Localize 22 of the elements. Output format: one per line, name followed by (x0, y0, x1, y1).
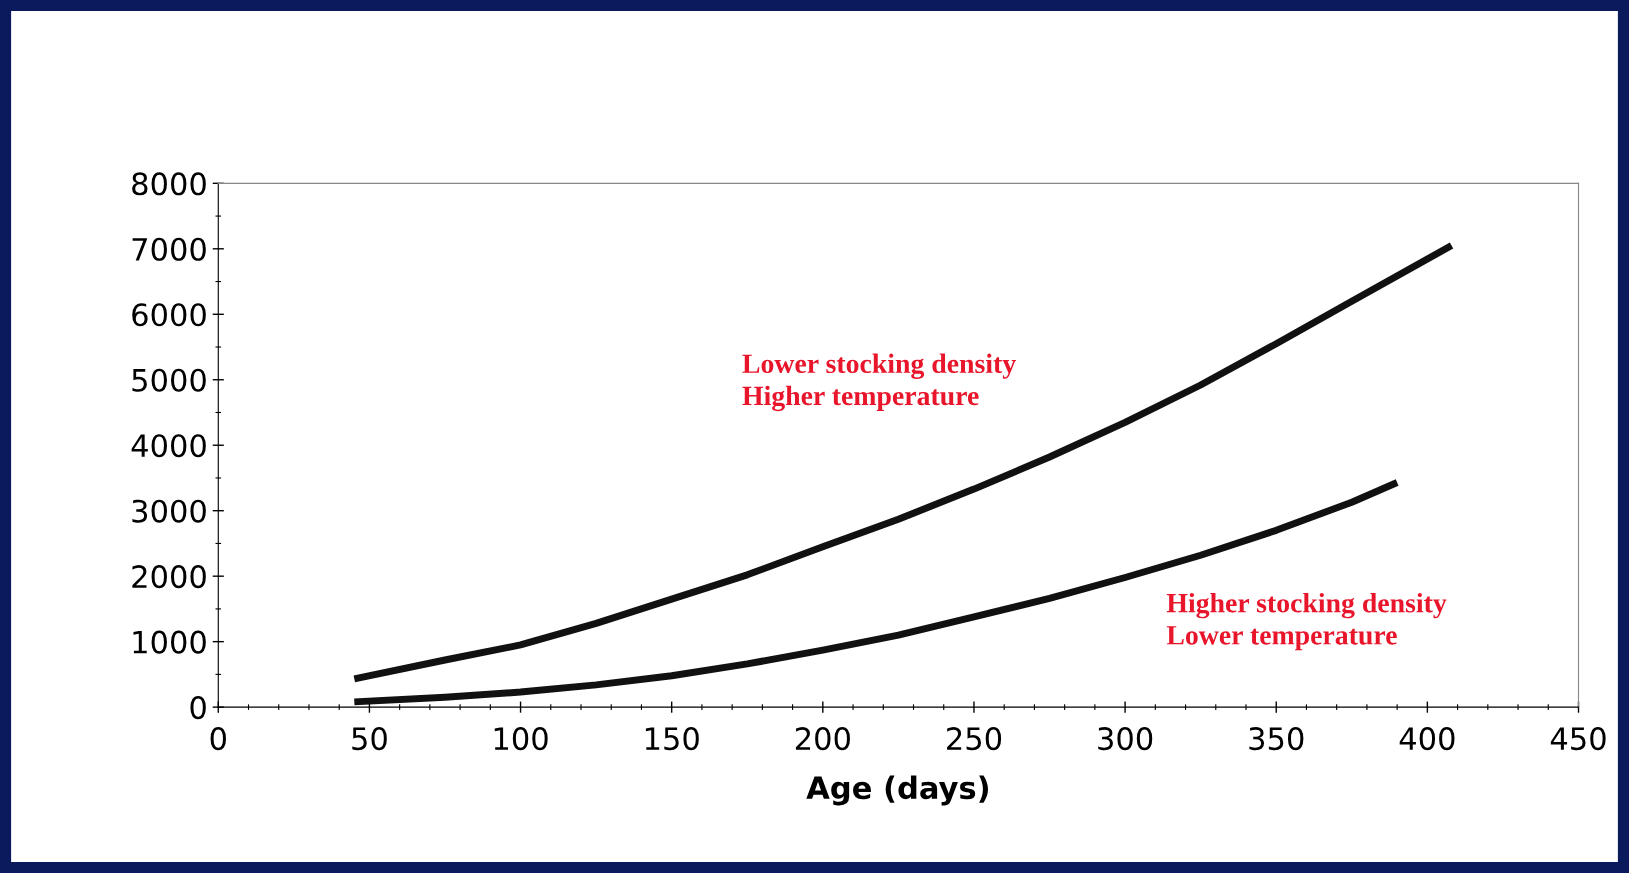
x-tick-label: 250 (947, 727, 1002, 751)
x-tick-label: 300 (1098, 727, 1153, 751)
x-tick-label: 200 (795, 727, 850, 751)
y-tick-label: 7000 (132, 237, 206, 261)
y-tick-label: 8000 (132, 172, 206, 196)
y-tick-label: 0 (190, 696, 206, 720)
y-tick-label: 1000 (133, 630, 206, 654)
x-tick-label: 100 (494, 727, 548, 751)
annotation: Higher stocking density Lower temperature (1166, 592, 1447, 651)
x-tick-label: 0 (210, 727, 226, 751)
x-tick-label: 50 (352, 727, 387, 751)
x-axis-title: Age (days) (806, 775, 988, 806)
x-tick-label: 450 (1550, 727, 1606, 751)
x-tick-label: 400 (1399, 727, 1455, 751)
y-tick-label: 6000 (132, 303, 206, 327)
x-tick-label: 350 (1249, 727, 1304, 751)
y-tick-label: 2000 (132, 565, 206, 589)
y-tick-label: 5000 (132, 368, 206, 392)
annotation: Lower stocking density Higher temperature (742, 353, 1016, 412)
y-tick-label: 4000 (131, 434, 206, 458)
y-tick-label: 3000 (132, 499, 206, 523)
x-tick-label: 150 (645, 727, 699, 751)
